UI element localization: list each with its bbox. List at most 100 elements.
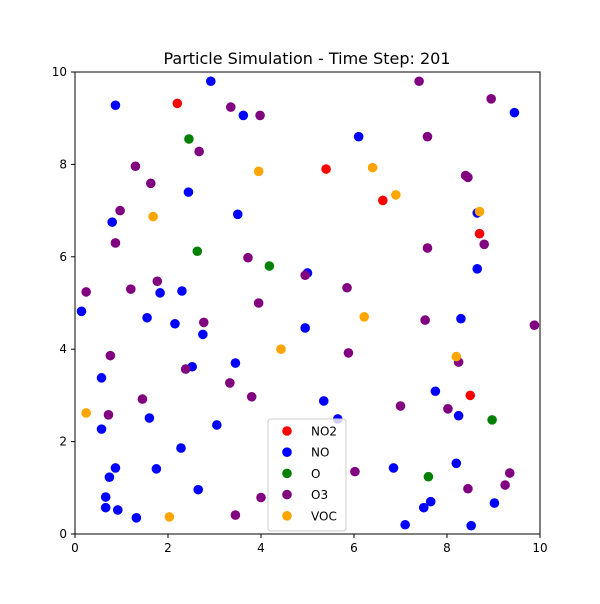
point-o-2 xyxy=(264,261,275,271)
point-o3-3 xyxy=(255,110,265,121)
point-no-41 xyxy=(131,513,142,523)
point-o3-25 xyxy=(105,350,116,361)
point-o3-35 xyxy=(504,468,515,478)
point-no-28 xyxy=(96,424,107,434)
series-o xyxy=(184,134,497,482)
point-voc-4 xyxy=(474,206,485,217)
legend-label-no: NO xyxy=(311,446,329,460)
point-no-35 xyxy=(100,492,111,502)
point-voc-2 xyxy=(391,190,401,200)
point-o3-6 xyxy=(130,161,141,172)
point-o3-10 xyxy=(115,205,125,216)
y-tick-label-2: 2 xyxy=(59,435,67,449)
x-tick-label-4: 4 xyxy=(257,541,265,555)
point-voc-8 xyxy=(81,408,91,418)
legend-box xyxy=(267,418,347,532)
point-o3-13 xyxy=(422,243,433,253)
legend: NO2 NO O O3 VOC xyxy=(267,418,347,532)
point-no2-0 xyxy=(172,98,183,109)
point-no-18 xyxy=(456,313,466,324)
point-o3-12 xyxy=(479,239,490,250)
legend-label-no2: NO2 xyxy=(311,425,337,439)
series-no2 xyxy=(172,98,485,401)
point-no-17 xyxy=(300,323,310,333)
point-o3-11 xyxy=(110,238,121,248)
point-no-37 xyxy=(425,496,436,507)
point-no-15 xyxy=(170,318,180,329)
point-no-38 xyxy=(418,502,429,513)
legend-label-o: O xyxy=(311,467,320,481)
point-o3-14 xyxy=(243,252,253,263)
legend-marker-no xyxy=(282,447,292,458)
point-no-4 xyxy=(353,131,364,142)
point-voc-9 xyxy=(164,512,175,522)
y-tick-label-0: 0 xyxy=(59,527,67,541)
point-no-2 xyxy=(110,100,121,111)
series-o3 xyxy=(81,76,540,520)
point-no-29 xyxy=(176,443,186,453)
point-o3-38 xyxy=(256,492,266,503)
point-o3-28 xyxy=(225,378,235,388)
series-no xyxy=(76,76,520,531)
point-voc-7 xyxy=(451,351,462,362)
x-tick-label-2: 2 xyxy=(164,541,172,555)
point-o3-15 xyxy=(152,276,163,287)
point-no-7 xyxy=(232,209,243,220)
point-o3-30 xyxy=(137,394,148,404)
point-no-32 xyxy=(388,463,399,473)
point-o3-18 xyxy=(342,282,352,293)
legend-label-o3: O3 xyxy=(311,488,328,502)
point-o3-29 xyxy=(246,391,257,402)
legend-marker-voc xyxy=(282,511,292,521)
y-tick-label-4: 4 xyxy=(59,342,67,356)
point-no2-4 xyxy=(465,390,476,401)
point-o3-4 xyxy=(422,131,433,142)
point-no-36 xyxy=(193,484,204,495)
point-o3-0 xyxy=(414,76,424,87)
point-o3-19 xyxy=(300,270,310,281)
point-no-14 xyxy=(142,312,152,323)
point-no-6 xyxy=(107,217,117,227)
point-no-26 xyxy=(453,410,464,421)
point-no-1 xyxy=(509,107,520,118)
point-o3-21 xyxy=(199,317,209,328)
point-no-11 xyxy=(76,306,87,317)
point-no-21 xyxy=(96,373,107,383)
point-o-0 xyxy=(184,134,194,144)
point-o3-22 xyxy=(420,315,430,325)
point-o3-26 xyxy=(180,364,191,374)
chart-title: Particle Simulation - Time Step: 201 xyxy=(163,49,450,68)
point-o-3 xyxy=(487,415,497,425)
x-tick-label-6: 6 xyxy=(350,541,358,555)
legend-marker-o xyxy=(282,468,292,479)
point-o3-37 xyxy=(463,483,473,494)
point-o3-17 xyxy=(126,284,136,294)
point-o3-39 xyxy=(230,510,241,520)
axes-layer: 0 2 4 6 8 10 0 2 4 6 8 10 xyxy=(52,65,548,555)
point-no-44 xyxy=(466,520,476,531)
x-tick-label-0: 0 xyxy=(71,541,79,555)
legend-label-voc: VOC xyxy=(311,509,337,523)
legend-marker-o3 xyxy=(282,489,292,500)
point-voc-0 xyxy=(367,162,378,173)
point-o3-5 xyxy=(194,146,204,157)
point-o3-24 xyxy=(343,348,354,358)
point-o3-36 xyxy=(500,480,510,490)
point-no-3 xyxy=(238,110,249,121)
point-no-43 xyxy=(400,519,410,530)
point-no-0 xyxy=(205,76,216,87)
plot-frame xyxy=(74,71,541,535)
point-no-31 xyxy=(151,464,162,474)
legend-marker-no2 xyxy=(282,426,292,436)
point-no2-2 xyxy=(378,195,388,206)
point-no-39 xyxy=(100,502,111,513)
point-o3-31 xyxy=(395,401,406,411)
y-tick-label-8: 8 xyxy=(59,157,67,171)
point-o3-16 xyxy=(81,287,91,297)
point-o3-33 xyxy=(103,410,114,420)
point-no-42 xyxy=(489,498,500,508)
point-o3-32 xyxy=(443,403,453,414)
x-tick-label-8: 8 xyxy=(443,541,451,555)
point-no2-3 xyxy=(474,228,485,239)
